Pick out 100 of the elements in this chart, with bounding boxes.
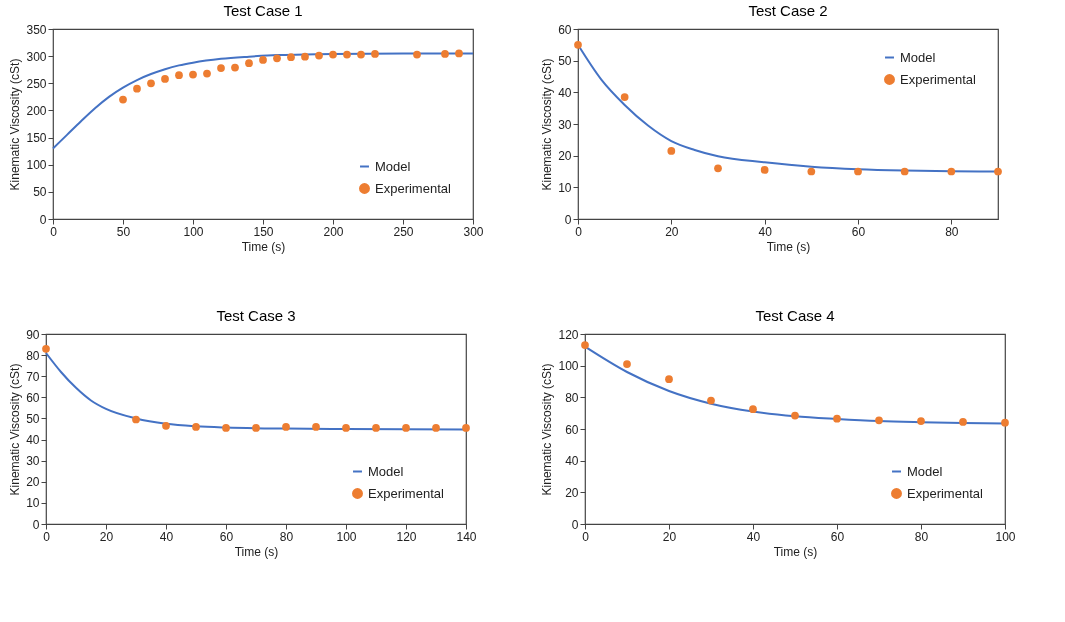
x-tick-label: 80 bbox=[279, 529, 294, 544]
y-tick-label: 30 bbox=[26, 454, 40, 469]
point bbox=[222, 424, 230, 432]
point bbox=[667, 147, 676, 155]
point bbox=[707, 396, 715, 405]
point bbox=[231, 63, 239, 72]
y-axis-title: Kinematic Viscosity (cSt) bbox=[540, 58, 555, 191]
legend-label: Model bbox=[375, 158, 411, 174]
point bbox=[875, 416, 883, 425]
y-tick-label: 0 bbox=[564, 212, 572, 227]
point bbox=[343, 50, 351, 59]
point bbox=[175, 71, 183, 80]
point bbox=[287, 53, 295, 62]
point bbox=[252, 424, 260, 432]
chart-title: Test Case 1 bbox=[223, 2, 303, 19]
line-series bbox=[52, 52, 474, 150]
x-tick-label: 20 bbox=[99, 529, 114, 544]
y-tick-label: 60 bbox=[558, 22, 572, 37]
legend-label: Model bbox=[368, 463, 404, 479]
point bbox=[301, 52, 309, 61]
x-tick-label: 250 bbox=[393, 224, 414, 239]
y-tick-label: 350 bbox=[26, 22, 47, 37]
legend-label: Model bbox=[907, 463, 943, 479]
point bbox=[119, 95, 127, 104]
y-tick-label: 50 bbox=[558, 54, 572, 69]
y-tick-label: 80 bbox=[565, 390, 579, 405]
point bbox=[833, 414, 841, 423]
x-tick-label: 0 bbox=[582, 529, 590, 544]
y-tick-label: 10 bbox=[26, 496, 40, 511]
y-tick-label: 80 bbox=[26, 348, 40, 363]
legend-label: Experimental bbox=[368, 485, 444, 501]
point bbox=[259, 56, 267, 64]
point bbox=[133, 84, 141, 93]
x-tick-label: 50 bbox=[116, 224, 131, 239]
point bbox=[371, 50, 379, 58]
y-tick-label: 20 bbox=[558, 149, 572, 164]
x-axis-title: Time (s) bbox=[234, 544, 279, 559]
y-axis-title: Kinematic Viscosity (cSt) bbox=[8, 58, 23, 191]
x-tick-label: 60 bbox=[851, 224, 866, 239]
point bbox=[665, 375, 673, 383]
point bbox=[807, 167, 816, 176]
legend-label: Experimental bbox=[375, 180, 451, 196]
x-tick-label: 300 bbox=[463, 224, 484, 239]
point bbox=[189, 70, 197, 79]
point bbox=[620, 93, 629, 101]
x-tick-label: 150 bbox=[253, 224, 274, 239]
y-tick-label: 0 bbox=[39, 212, 47, 227]
point bbox=[714, 164, 722, 173]
y-tick-label: 150 bbox=[26, 131, 47, 146]
y-tick-label: 50 bbox=[26, 411, 40, 426]
x-tick-label: 80 bbox=[914, 529, 929, 544]
y-tick-label: 30 bbox=[558, 117, 572, 132]
point bbox=[1001, 418, 1009, 427]
point bbox=[161, 75, 169, 83]
y-tick-label: 200 bbox=[26, 103, 47, 118]
legend-label: Model bbox=[900, 49, 936, 65]
y-axis-title: Kinematic Viscosity (cSt) bbox=[540, 363, 555, 496]
point bbox=[273, 54, 281, 63]
point bbox=[581, 341, 589, 349]
point bbox=[959, 418, 967, 426]
x-tick-label: 100 bbox=[336, 529, 357, 544]
y-tick-label: 20 bbox=[26, 475, 40, 490]
y-tick-label: 50 bbox=[33, 185, 47, 200]
point bbox=[245, 59, 253, 68]
x-axis-title: Time (s) bbox=[766, 239, 811, 254]
x-tick-label: 100 bbox=[995, 529, 1016, 544]
y-tick-label: 60 bbox=[26, 390, 40, 405]
point bbox=[282, 423, 290, 431]
legend-label: Experimental bbox=[907, 485, 983, 501]
point bbox=[749, 405, 757, 414]
y-tick-label: 120 bbox=[558, 327, 579, 342]
x-tick-label: 40 bbox=[159, 529, 174, 544]
x-tick-label: 40 bbox=[758, 224, 773, 239]
y-tick-label: 300 bbox=[26, 49, 47, 64]
y-tick-label: 20 bbox=[565, 485, 579, 500]
point bbox=[357, 50, 365, 59]
point bbox=[917, 417, 925, 425]
point bbox=[455, 49, 463, 58]
point bbox=[402, 424, 410, 432]
y-tick-label: 40 bbox=[565, 454, 579, 469]
point bbox=[854, 167, 862, 176]
y-tick-label: 90 bbox=[26, 327, 40, 342]
x-tick-label: 40 bbox=[746, 529, 761, 544]
y-tick-label: 70 bbox=[26, 369, 40, 384]
point bbox=[760, 166, 769, 174]
point bbox=[203, 69, 211, 78]
point bbox=[132, 415, 140, 424]
point bbox=[413, 50, 421, 59]
point bbox=[791, 411, 799, 420]
y-tick-label: 40 bbox=[26, 433, 40, 448]
y-tick-label: 100 bbox=[558, 359, 579, 374]
point bbox=[372, 424, 380, 432]
chart-title: Test Case 2 bbox=[748, 2, 828, 19]
x-tick-label: 60 bbox=[219, 529, 234, 544]
x-axis-title: Time (s) bbox=[773, 544, 818, 559]
y-tick-label: 60 bbox=[565, 422, 579, 437]
point bbox=[217, 64, 225, 72]
y-axis-title: Kinematic Viscosity (cSt) bbox=[8, 363, 23, 496]
x-tick-label: 20 bbox=[662, 529, 677, 544]
x-tick-label: 80 bbox=[945, 224, 959, 239]
